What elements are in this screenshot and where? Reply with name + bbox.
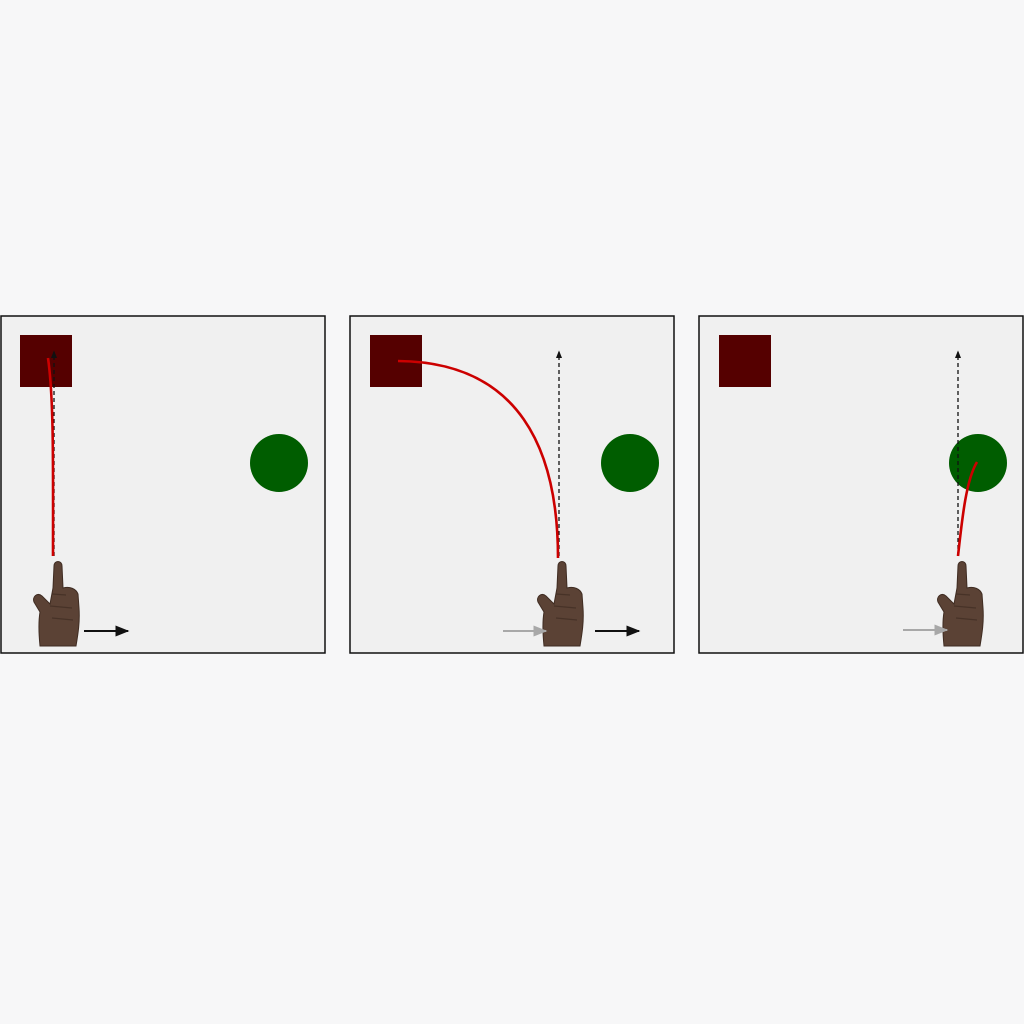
target-circle bbox=[949, 434, 1007, 492]
hand-trajectory-path bbox=[956, 461, 979, 557]
hand-trajectory-path bbox=[397, 359, 560, 559]
target-circle bbox=[601, 434, 659, 492]
panel-2 bbox=[349, 315, 675, 654]
obstacle-square bbox=[20, 335, 72, 387]
panel-3 bbox=[698, 315, 1024, 654]
obstacle-square bbox=[719, 335, 771, 387]
hand-trajectory-path bbox=[46, 357, 55, 557]
panel-1 bbox=[0, 315, 326, 654]
target-circle bbox=[250, 434, 308, 492]
